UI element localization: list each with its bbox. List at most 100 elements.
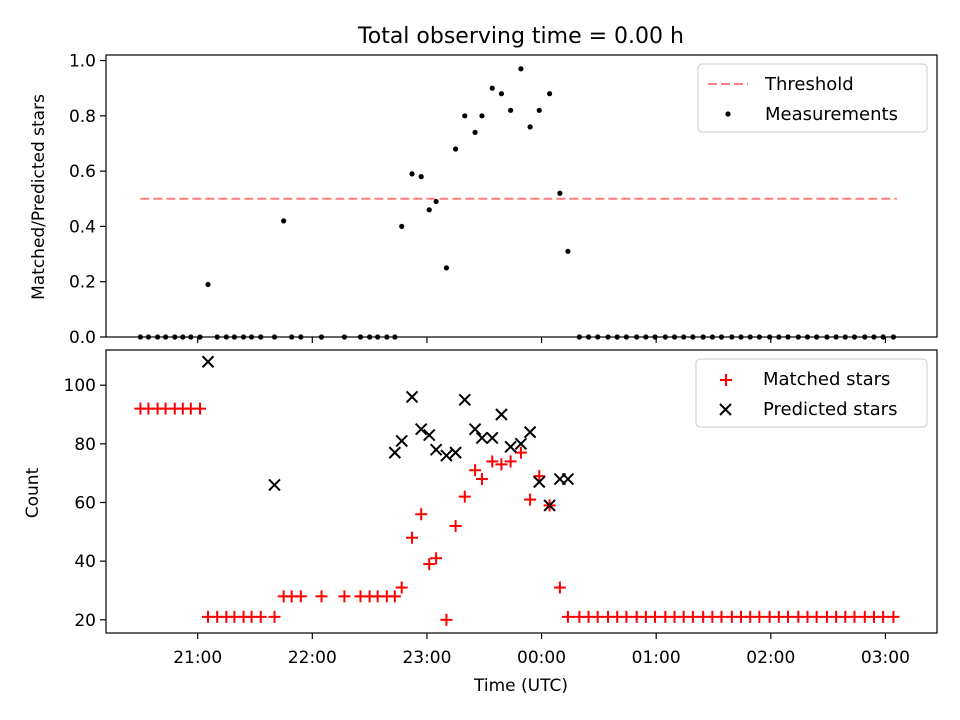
measurement-point xyxy=(508,107,514,113)
predicted-star-point xyxy=(429,443,443,456)
predicted-star-point xyxy=(388,446,402,459)
matched-star-point xyxy=(475,473,488,486)
legend-predicted-label: Predicted stars xyxy=(763,399,897,420)
legend-matched-label: Matched stars xyxy=(763,369,890,390)
matched-star-point xyxy=(294,590,307,603)
count-panel-y-ticks: 20 40 60 80 100 xyxy=(64,376,106,631)
measurement-point xyxy=(433,198,439,205)
measurement-point xyxy=(479,113,485,119)
matched-star-point xyxy=(268,610,281,623)
matched-star-point xyxy=(591,610,604,623)
measurement-point xyxy=(443,265,450,271)
x-tick-label: 00:00 xyxy=(517,648,566,668)
matched-star-point xyxy=(193,402,206,415)
predicted-star-point xyxy=(405,390,419,404)
y-tick-label: 0.4 xyxy=(69,217,96,237)
count-panel-x-ticks: 21:00 22:00 23:00 00:00 01:00 02:00 03:00 xyxy=(173,633,910,668)
matched-star-point xyxy=(495,458,508,471)
measurement-point xyxy=(399,223,405,230)
predicted-star-point xyxy=(495,408,508,421)
y-tick-label: 0.0 xyxy=(69,328,96,348)
matched-star-point xyxy=(406,531,419,544)
ratio-panel: Matched/Predicted stars 0.0 0.2 0.4 0.6 0.8 1… xyxy=(29,52,938,348)
x-tick-label: 22:00 xyxy=(288,648,337,668)
predicted-star-point xyxy=(533,475,546,489)
predicted-star-point xyxy=(468,422,482,436)
legend-threshold-label: Threshold xyxy=(764,74,854,95)
ratio-panel-y-ticks: 0.0 0.2 0.4 0.6 0.8 1.0 xyxy=(69,52,106,348)
count-panel-xlabel: Time (UTC) xyxy=(473,676,568,696)
x-tick-label: 01:00 xyxy=(632,648,681,668)
y-tick-label: 1.0 xyxy=(69,52,96,72)
matched-star-point xyxy=(887,610,900,623)
predicted-star-point xyxy=(414,422,428,436)
matched-star-point xyxy=(338,590,351,603)
figure-title: Total observing time = 0.00 h xyxy=(357,24,684,49)
predicted-star-point xyxy=(543,499,556,512)
ratio-panel-legend: Threshold Measurements xyxy=(697,63,928,133)
matched-star-point xyxy=(458,490,471,503)
predicted-stars-points xyxy=(201,355,575,512)
matched-star-point xyxy=(254,610,267,623)
y-tick-label: 20 xyxy=(74,611,96,631)
y-tick-label: 100 xyxy=(64,376,96,396)
x-tick-label: 03:00 xyxy=(861,648,910,668)
y-tick-label: 80 xyxy=(74,435,96,455)
y-tick-label: 60 xyxy=(74,493,96,513)
y-tick-label: 0.6 xyxy=(69,162,96,182)
matched-star-point xyxy=(753,610,766,623)
matched-star-point xyxy=(524,493,537,506)
legend-measurements-label: Measurements xyxy=(765,104,898,125)
y-tick-label: 40 xyxy=(74,552,96,572)
measurement-point xyxy=(452,146,459,152)
ratio-panel-ylabel: Matched/Predicted stars xyxy=(29,94,49,300)
predicted-star-point xyxy=(523,425,537,439)
y-tick-label: 0.8 xyxy=(69,107,96,127)
count-panel-frame xyxy=(105,349,938,634)
measurement-point xyxy=(536,107,542,113)
matched-star-point xyxy=(395,581,408,594)
predicted-star-point xyxy=(440,449,453,462)
matched-star-point xyxy=(415,508,428,521)
count-panel-legend: Matched stars Predicted stars xyxy=(695,358,928,428)
count-panel: Count 20 40 60 80 100 21:00 22:00 23:00 00:00 01… xyxy=(23,349,938,696)
ratio-panel-frame xyxy=(105,54,938,338)
x-tick-label: 02:00 xyxy=(746,648,795,668)
measurement-point xyxy=(426,207,432,213)
legend-box xyxy=(695,358,928,428)
matched-stars-points xyxy=(134,402,900,626)
matched-star-point xyxy=(469,464,482,477)
predicted-star-point xyxy=(504,440,517,453)
matched-star-point xyxy=(877,610,890,623)
matched-star-point xyxy=(686,610,699,623)
matched-star-point xyxy=(620,610,633,623)
measurement-point xyxy=(546,91,553,97)
predicted-star-point xyxy=(268,478,281,492)
matched-star-point xyxy=(423,558,436,571)
matched-star-point xyxy=(315,590,328,603)
matched-star-point xyxy=(715,610,728,623)
measurement-point xyxy=(205,281,211,288)
predicted-star-point xyxy=(449,446,462,459)
matched-star-point xyxy=(533,470,546,483)
measurement-point xyxy=(498,91,505,97)
measurement-point xyxy=(472,129,478,136)
matched-star-point xyxy=(430,552,443,565)
predicted-star-point xyxy=(561,472,575,486)
measurement-point xyxy=(518,66,524,72)
measurement-point xyxy=(557,190,563,196)
predicted-star-point xyxy=(423,428,436,442)
matched-star-point xyxy=(440,613,453,626)
predicted-star-point xyxy=(458,393,471,407)
y-tick-label: 0.2 xyxy=(69,273,96,293)
measurement-point xyxy=(462,113,468,119)
measurement-point xyxy=(489,85,495,91)
measurement-point xyxy=(418,174,424,180)
predicted-star-point xyxy=(514,437,528,451)
x-tick-label: 21:00 xyxy=(173,648,222,668)
x-tick-label: 23:00 xyxy=(402,648,451,668)
matched-star-point xyxy=(449,519,462,532)
matched-star-point xyxy=(561,610,574,623)
matched-star-point xyxy=(649,610,662,623)
